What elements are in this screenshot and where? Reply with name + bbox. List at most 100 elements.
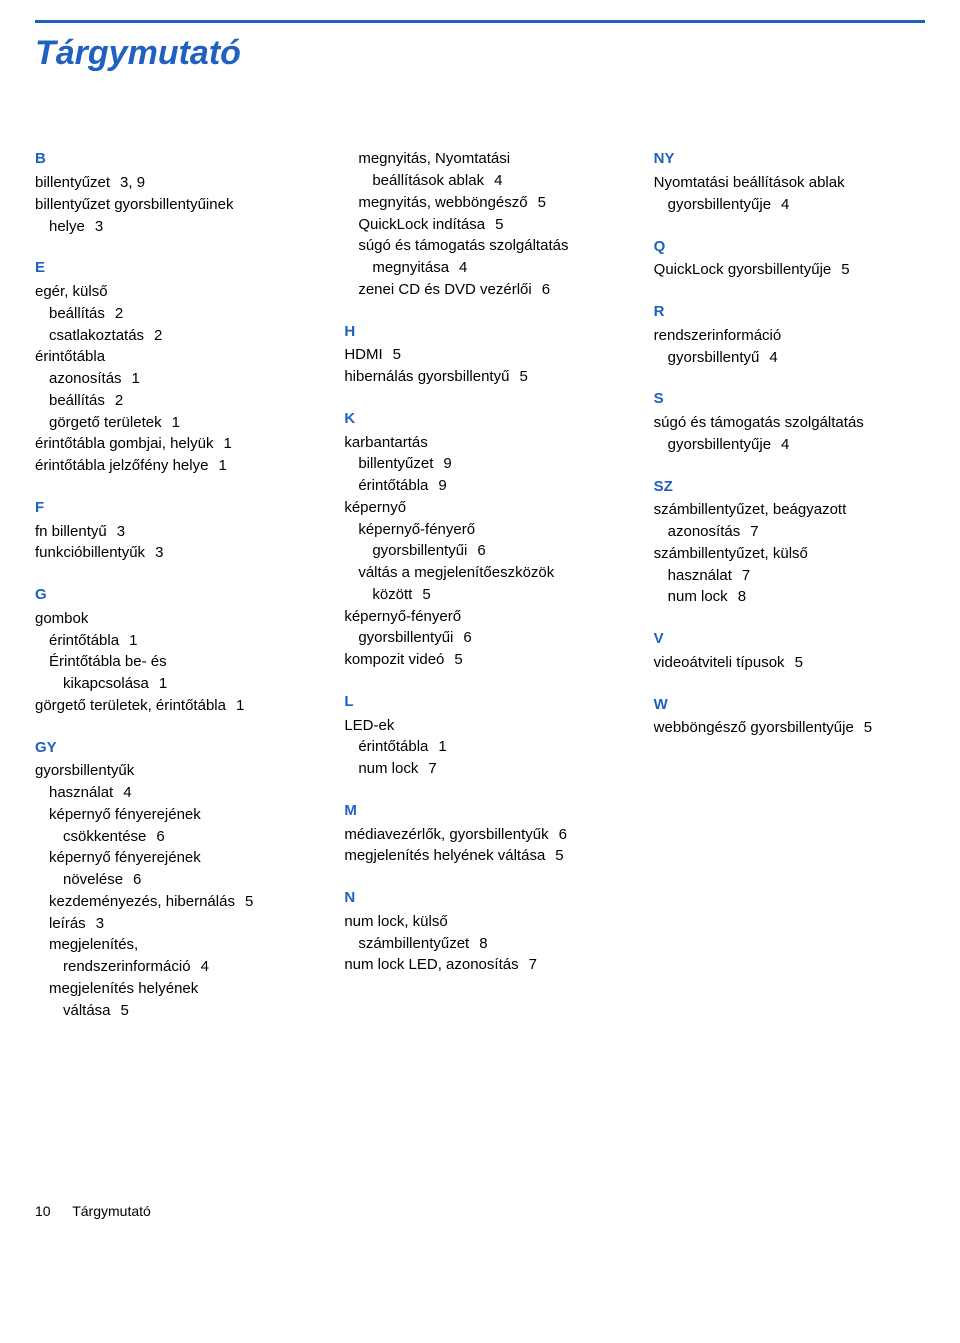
- index-entry-page: 4: [201, 958, 209, 975]
- page-title: Tárgymutató: [35, 29, 925, 78]
- index-entry-page: 5: [422, 586, 430, 603]
- index-entry-page: 3: [95, 218, 103, 235]
- index-letter: Q: [654, 236, 925, 258]
- index-entry-text: számbillentyűzet, külső: [654, 545, 808, 562]
- index-entry-page: 7: [750, 523, 758, 540]
- index-entry-text: QuickLock gyorsbillentyűje: [654, 261, 832, 278]
- index-letter: L: [344, 691, 615, 713]
- index-entry-page: 5: [841, 261, 849, 278]
- index-entry-text: karbantartás: [344, 434, 427, 451]
- index-letter: F: [35, 497, 306, 519]
- index-entry: gyorsbillentyűi6: [358, 627, 615, 649]
- index-entry-text: súgó és támogatás szolgáltatás: [358, 237, 568, 254]
- index-section: GYgyorsbillentyűkhasználat4képernyő fény…: [35, 737, 306, 1022]
- index-entry-page: 5: [795, 654, 803, 671]
- index-entry-text: között: [372, 586, 412, 603]
- index-section: Mmédiavezérlők, gyorsbillentyűk6megjelen…: [344, 800, 615, 867]
- index-entry-text: egér, külső: [35, 283, 108, 300]
- index-entry-page: 4: [123, 784, 131, 801]
- index-entry: fn billentyű3: [35, 521, 306, 543]
- index-entry-text: váltás a megjelenítőeszközök: [358, 564, 554, 581]
- index-entry-page: 5: [538, 194, 546, 211]
- index-entry-text: képernyő-fényerő: [358, 521, 475, 538]
- index-entry-text: billentyűzet: [358, 455, 433, 472]
- index-entry-page: 8: [479, 935, 487, 952]
- index-entry-text: görgető területek: [49, 414, 162, 431]
- index-entry: használat 4: [49, 782, 306, 804]
- index-letter: GY: [35, 737, 306, 759]
- index-entry: beállítások ablak4: [372, 170, 615, 192]
- index-entry-page: 7: [529, 956, 537, 973]
- index-entry-page: 5: [555, 847, 563, 864]
- index-entry-text: helye: [49, 218, 85, 235]
- index-entry: között 5: [372, 584, 615, 606]
- page-footer: 10 Tárgymutató: [35, 1201, 925, 1221]
- index-entry: billentyűzet3, 9: [35, 172, 306, 194]
- index-columns: Bbillentyűzet3, 9billentyűzet gyorsbille…: [35, 148, 925, 1021]
- index-entry-page: 1: [236, 697, 244, 714]
- index-page: Tárgymutató Bbillentyűzet3, 9billentyűze…: [0, 0, 960, 1252]
- index-entry: gombok: [35, 608, 306, 630]
- index-entry-page: 5: [519, 368, 527, 385]
- index-entry: érintőtábla: [35, 346, 306, 368]
- index-entry-page: 8: [738, 588, 746, 605]
- index-column: megnyitás, Nyomtatásibeállítások ablak4m…: [344, 148, 615, 1021]
- index-entry-text: zenei CD és DVD vezérlői: [358, 281, 531, 298]
- index-entry-text: azonosítás: [668, 523, 741, 540]
- index-letter: M: [344, 800, 615, 822]
- index-entry-text: képernyő fényerejének: [49, 806, 201, 823]
- index-entry-text: érintőtábla: [35, 348, 105, 365]
- index-entry: médiavezérlők, gyorsbillentyűk6: [344, 824, 615, 846]
- index-entry: billentyűzet9: [358, 453, 615, 475]
- index-entry: érintőtábla jelzőfény helye1: [35, 455, 306, 477]
- index-entry-text: Nyomtatási beállítások ablak: [654, 174, 845, 191]
- index-entry: gyorsbillentyűi6: [372, 540, 615, 562]
- index-entry-text: megnyitás, webböngésző: [358, 194, 527, 211]
- index-entry-text: Érintőtábla be- és: [49, 653, 167, 670]
- index-entry: csökkentése6: [63, 826, 306, 848]
- index-entry: érintőtábla 9: [358, 475, 615, 497]
- index-entry-text: görgető területek, érintőtábla: [35, 697, 226, 714]
- index-entry: képernyő fényerejének: [49, 804, 306, 826]
- index-entry: Nyomtatási beállítások ablak: [654, 172, 925, 194]
- index-entry-text: kezdeményezés, hibernálás: [49, 893, 235, 910]
- index-entry-page: 1: [218, 457, 226, 474]
- index-entry-text: beállítás: [49, 392, 105, 409]
- index-entry: num lock, külső: [344, 911, 615, 933]
- index-entry: azonosítás 7: [668, 521, 925, 543]
- index-entry: funkcióbillentyűk3: [35, 542, 306, 564]
- index-entry-page: 4: [781, 436, 789, 453]
- index-entry-text: HDMI: [344, 346, 382, 363]
- index-entry: hibernálás gyorsbillentyű5: [344, 366, 615, 388]
- index-entry-page: 9: [438, 477, 446, 494]
- index-entry-text: használat: [49, 784, 113, 801]
- index-entry-page: 7: [742, 567, 750, 584]
- footer-section: Tárgymutató: [72, 1203, 151, 1219]
- index-entry-text: kompozit videó: [344, 651, 444, 668]
- index-section: Ssúgó és támogatás szolgáltatásgyorsbill…: [654, 388, 925, 455]
- index-entry: megnyitás, webböngésző 5: [358, 192, 615, 214]
- index-entry-page: 1: [223, 435, 231, 452]
- index-entry: webböngésző gyorsbillentyűje5: [654, 717, 925, 739]
- index-entry-text: gyorsbillentyű: [668, 349, 760, 366]
- index-entry: görgető területek1: [49, 412, 306, 434]
- index-section: Kkarbantartásbillentyűzet9érintőtábla9ké…: [344, 408, 615, 671]
- index-entry-text: gombok: [35, 610, 88, 627]
- index-letter: NY: [654, 148, 925, 170]
- index-letter: SZ: [654, 476, 925, 498]
- index-entry-text: érintőtábla: [358, 477, 428, 494]
- index-entry-page: 5: [393, 346, 401, 363]
- index-entry-text: num lock: [358, 760, 418, 777]
- index-entry: leírás3: [49, 913, 306, 935]
- index-entry-text: gyorsbillentyűi: [358, 629, 453, 646]
- index-entry-text: megnyitás, Nyomtatási: [358, 150, 510, 167]
- index-entry: rendszerinformáció: [654, 325, 925, 347]
- index-entry: LED-ek: [344, 715, 615, 737]
- index-entry: váltása5: [63, 1000, 306, 1022]
- footer-page-number: 10: [35, 1201, 51, 1221]
- index-entry: num lock8: [668, 586, 925, 608]
- index-entry: kikapcsolása1: [63, 673, 306, 695]
- index-letter: W: [654, 694, 925, 716]
- index-entry-page: 4: [769, 349, 777, 366]
- index-entry-text: beállítások ablak: [372, 172, 484, 189]
